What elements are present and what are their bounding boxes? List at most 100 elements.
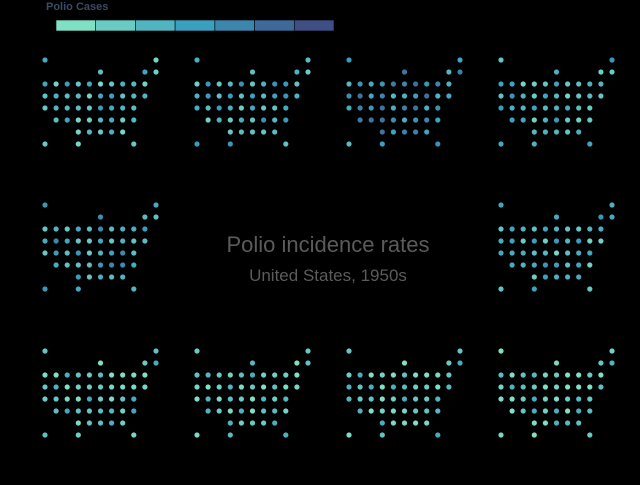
- state-marker: [97, 129, 104, 135]
- state-marker: [379, 408, 385, 414]
- state-marker: [97, 81, 104, 87]
- state-marker: [86, 129, 92, 135]
- state-marker: [227, 432, 233, 438]
- state-marker: [216, 93, 222, 99]
- state-marker: [42, 384, 48, 390]
- state-marker: [75, 432, 81, 438]
- state-marker: [553, 226, 560, 232]
- state-marker: [520, 262, 526, 268]
- state-marker: [272, 408, 278, 414]
- state-marker: [520, 81, 526, 87]
- state-marker: [565, 396, 571, 402]
- state-marker: [553, 238, 560, 244]
- state-marker: [97, 372, 104, 378]
- state-marker: [435, 117, 441, 123]
- state-marker: [109, 117, 115, 123]
- state-marker: [576, 105, 582, 111]
- state-marker: [238, 372, 244, 378]
- state-marker: [238, 81, 244, 87]
- state-marker: [379, 93, 385, 99]
- state-marker: [109, 420, 115, 426]
- state-marker: [598, 384, 604, 390]
- state-marker: [86, 396, 92, 402]
- state-marker: [75, 286, 81, 292]
- state-marker: [346, 348, 352, 354]
- state-marker: [531, 93, 537, 99]
- state-marker: [53, 408, 59, 414]
- state-marker: [520, 372, 526, 378]
- state-marker: [194, 384, 200, 390]
- state-marker: [142, 226, 148, 232]
- state-marker: [576, 396, 582, 402]
- map-panel: [346, 348, 463, 438]
- state-marker: [249, 105, 256, 111]
- state-marker: [598, 69, 604, 75]
- state-marker: [227, 420, 233, 426]
- state-marker: [261, 408, 267, 414]
- state-marker: [457, 360, 463, 366]
- state-marker: [576, 238, 582, 244]
- state-marker: [120, 384, 126, 390]
- state-marker: [86, 238, 92, 244]
- state-marker: [531, 372, 537, 378]
- state-marker: [249, 420, 256, 426]
- state-marker: [587, 286, 593, 292]
- state-marker: [379, 372, 385, 378]
- state-marker: [368, 408, 374, 414]
- state-marker: [142, 372, 148, 378]
- state-marker: [109, 93, 115, 99]
- state-marker: [305, 57, 311, 63]
- state-marker: [498, 57, 504, 63]
- state-marker: [587, 117, 593, 123]
- state-marker: [390, 420, 396, 426]
- state-marker: [413, 384, 419, 390]
- state-marker: [64, 238, 70, 244]
- state-marker: [368, 372, 374, 378]
- state-marker: [576, 384, 582, 390]
- state-marker: [42, 93, 48, 99]
- state-marker: [587, 396, 593, 402]
- state-marker: [194, 93, 200, 99]
- state-marker: [53, 250, 59, 256]
- state-marker: [249, 360, 256, 366]
- state-marker: [109, 408, 115, 414]
- state-marker: [390, 129, 396, 135]
- state-marker: [424, 384, 430, 390]
- state-marker: [498, 348, 504, 354]
- state-marker: [346, 432, 352, 438]
- state-marker: [86, 93, 92, 99]
- state-marker: [413, 420, 419, 426]
- state-marker: [249, 93, 256, 99]
- state-marker: [272, 420, 278, 426]
- state-marker: [205, 372, 211, 378]
- legend-swatch: [174, 19, 216, 32]
- map-panel: [194, 348, 311, 438]
- state-marker: [64, 384, 70, 390]
- state-marker: [227, 372, 233, 378]
- state-marker: [238, 384, 244, 390]
- state-marker: [509, 117, 515, 123]
- state-marker: [446, 81, 452, 87]
- state-marker: [53, 226, 59, 232]
- state-marker: [553, 105, 560, 111]
- state-marker: [227, 141, 233, 147]
- state-marker: [357, 384, 363, 390]
- state-marker: [216, 408, 222, 414]
- state-marker: [357, 408, 363, 414]
- state-marker: [109, 274, 115, 280]
- state-marker: [42, 238, 48, 244]
- state-marker: [390, 105, 396, 111]
- state-marker: [42, 57, 48, 63]
- state-marker: [346, 141, 352, 147]
- state-marker: [42, 202, 48, 208]
- state-marker: [565, 408, 571, 414]
- state-marker: [153, 57, 159, 63]
- state-marker: [142, 238, 148, 244]
- state-marker: [553, 69, 560, 75]
- state-marker: [194, 105, 200, 111]
- state-marker: [205, 396, 211, 402]
- state-marker: [86, 81, 92, 87]
- state-marker: [531, 420, 537, 426]
- state-marker: [249, 81, 256, 87]
- state-marker: [97, 396, 104, 402]
